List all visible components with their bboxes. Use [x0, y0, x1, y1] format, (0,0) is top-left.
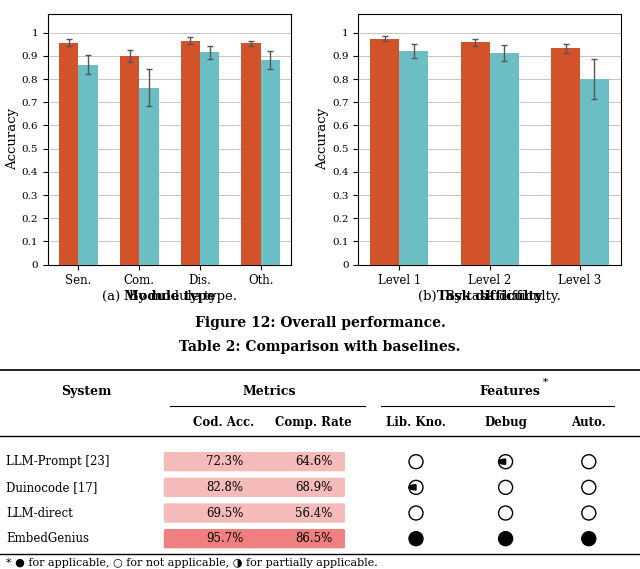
Text: 68.9%: 68.9% — [296, 481, 333, 494]
Text: Lib. Kno.: Lib. Kno. — [386, 415, 446, 428]
Y-axis label: Accuracy: Accuracy — [316, 108, 330, 171]
Bar — [120, 56, 140, 265]
Ellipse shape — [409, 531, 423, 546]
Text: Cod. Acc.: Cod. Acc. — [193, 415, 255, 428]
Bar — [59, 43, 79, 265]
Bar — [399, 51, 428, 265]
Text: Debug: Debug — [484, 415, 527, 428]
Text: Figure 12: Overall performance.: Figure 12: Overall performance. — [195, 316, 445, 330]
Text: * ● for applicable, ○ for not applicable, ◑ for partially applicable.: * ● for applicable, ○ for not applicable… — [6, 558, 378, 568]
Text: 56.4%: 56.4% — [296, 506, 333, 519]
Text: 95.7%: 95.7% — [206, 532, 243, 545]
X-axis label: Module type: Module type — [124, 290, 215, 303]
Bar — [490, 53, 518, 265]
Bar — [461, 42, 490, 265]
Ellipse shape — [499, 531, 513, 546]
FancyBboxPatch shape — [253, 504, 345, 523]
Text: (a)  By module type.: (a) By module type. — [102, 290, 237, 303]
Bar — [180, 41, 200, 265]
FancyBboxPatch shape — [253, 452, 345, 471]
Bar — [260, 60, 280, 265]
FancyBboxPatch shape — [164, 504, 255, 523]
Text: Duinocode [17]: Duinocode [17] — [6, 481, 98, 494]
Text: 82.8%: 82.8% — [206, 481, 243, 494]
FancyBboxPatch shape — [253, 529, 345, 549]
Ellipse shape — [582, 531, 596, 546]
Wedge shape — [499, 459, 506, 464]
Bar — [140, 88, 159, 265]
Text: *: * — [543, 378, 548, 387]
Bar — [241, 43, 260, 265]
Text: 86.5%: 86.5% — [296, 532, 333, 545]
Bar — [371, 39, 399, 265]
Text: 72.3%: 72.3% — [206, 455, 243, 468]
Text: EmbedGenius: EmbedGenius — [6, 532, 90, 545]
Y-axis label: Accuracy: Accuracy — [6, 108, 19, 171]
Text: LLM-direct: LLM-direct — [6, 506, 73, 519]
FancyBboxPatch shape — [253, 477, 345, 497]
Text: 64.6%: 64.6% — [296, 455, 333, 468]
FancyBboxPatch shape — [164, 477, 255, 497]
Bar — [200, 52, 220, 265]
Text: Auto.: Auto. — [572, 415, 606, 428]
X-axis label: Task difficulty: Task difficulty — [437, 290, 542, 303]
FancyBboxPatch shape — [164, 452, 255, 471]
Text: Features: Features — [479, 385, 540, 398]
Text: (b)  By task difficulty.: (b) By task difficulty. — [418, 290, 561, 303]
Text: System: System — [61, 385, 111, 398]
Bar — [551, 48, 580, 265]
Bar — [79, 65, 98, 265]
Text: 69.5%: 69.5% — [206, 506, 243, 519]
Text: LLM-Prompt [23]: LLM-Prompt [23] — [6, 455, 110, 468]
FancyBboxPatch shape — [164, 529, 255, 549]
Wedge shape — [409, 485, 416, 490]
Text: Comp. Rate: Comp. Rate — [275, 415, 352, 428]
Text: Table 2: Comparison with baselines.: Table 2: Comparison with baselines. — [179, 340, 461, 354]
Bar — [580, 79, 609, 265]
Text: Metrics: Metrics — [242, 385, 296, 398]
